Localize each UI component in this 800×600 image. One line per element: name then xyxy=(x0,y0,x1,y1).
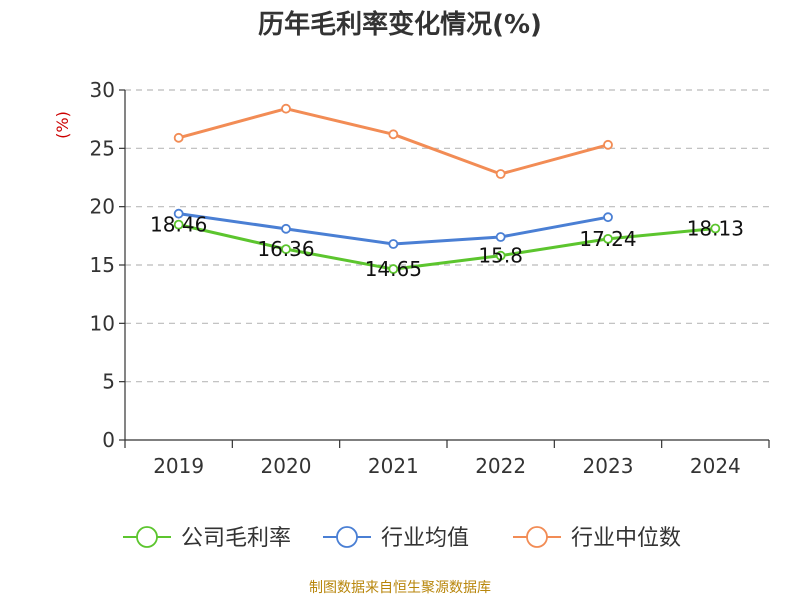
legend-marker xyxy=(336,526,358,548)
data-point xyxy=(603,139,613,150)
x-tick-label: 2021 xyxy=(368,454,419,478)
data-point xyxy=(281,103,291,114)
series-layer xyxy=(173,103,721,274)
y-tick-label: 20 xyxy=(90,195,115,219)
legend-marker xyxy=(136,526,158,548)
chart-title: 历年毛利率变化情况(%) xyxy=(258,9,542,40)
data-point xyxy=(388,239,399,249)
data-point xyxy=(388,264,399,274)
x-tick-label: 2023 xyxy=(583,454,634,478)
data-point xyxy=(710,223,721,234)
data-point xyxy=(173,132,184,143)
series-line xyxy=(178,223,716,271)
data-point xyxy=(495,169,506,179)
x-tick-label: 2022 xyxy=(475,454,526,478)
data-label: 14.65 xyxy=(365,257,422,281)
data-label: 17.24 xyxy=(579,227,636,251)
data-label: 18.46 xyxy=(150,213,207,237)
data-label: 18.13 xyxy=(687,216,744,240)
data-point xyxy=(173,208,184,219)
legend: 公司毛利率 行业均值 行业中位数 xyxy=(123,526,681,551)
data-point xyxy=(603,212,613,223)
data-point xyxy=(495,250,506,261)
data-label: 15.8 xyxy=(478,244,523,268)
grid-layer xyxy=(125,89,769,383)
y-tick-label: 0 xyxy=(102,428,115,452)
data-point xyxy=(603,233,613,244)
data-point xyxy=(281,244,291,255)
axis-layer: 0 5 10 15 20 25 30 2019 2020 2021 2022 2023 2024 xyxy=(90,78,770,478)
series-line xyxy=(178,107,609,176)
data-point xyxy=(281,223,291,234)
data-point xyxy=(388,129,399,140)
y-tick-label: 30 xyxy=(90,78,115,102)
x-tick-label: 2024 xyxy=(690,454,741,478)
data-label-layer: 18.46 16.36 14.65 15.8 17.24 18.13 xyxy=(150,213,744,281)
y-tick-label: 5 xyxy=(102,370,115,394)
legend-label: 行业中位数 xyxy=(571,526,681,551)
y-axis-unit-label: (%) xyxy=(53,111,72,139)
legend-marker xyxy=(526,526,548,548)
data-point xyxy=(173,219,184,230)
y-tick-label: 15 xyxy=(90,253,115,277)
legend-label: 行业均值 xyxy=(381,526,469,551)
data-point xyxy=(495,232,506,242)
y-tick-label: 25 xyxy=(90,136,115,160)
x-tick-label: 2019 xyxy=(153,454,204,478)
y-tick-label: 10 xyxy=(90,311,115,335)
x-tick-label: 2020 xyxy=(261,454,312,478)
data-label: 16.36 xyxy=(257,237,314,261)
legend-label: 公司毛利率 xyxy=(181,526,291,551)
source-footer: 制图数据来自恒生聚源数据库 xyxy=(309,580,491,596)
